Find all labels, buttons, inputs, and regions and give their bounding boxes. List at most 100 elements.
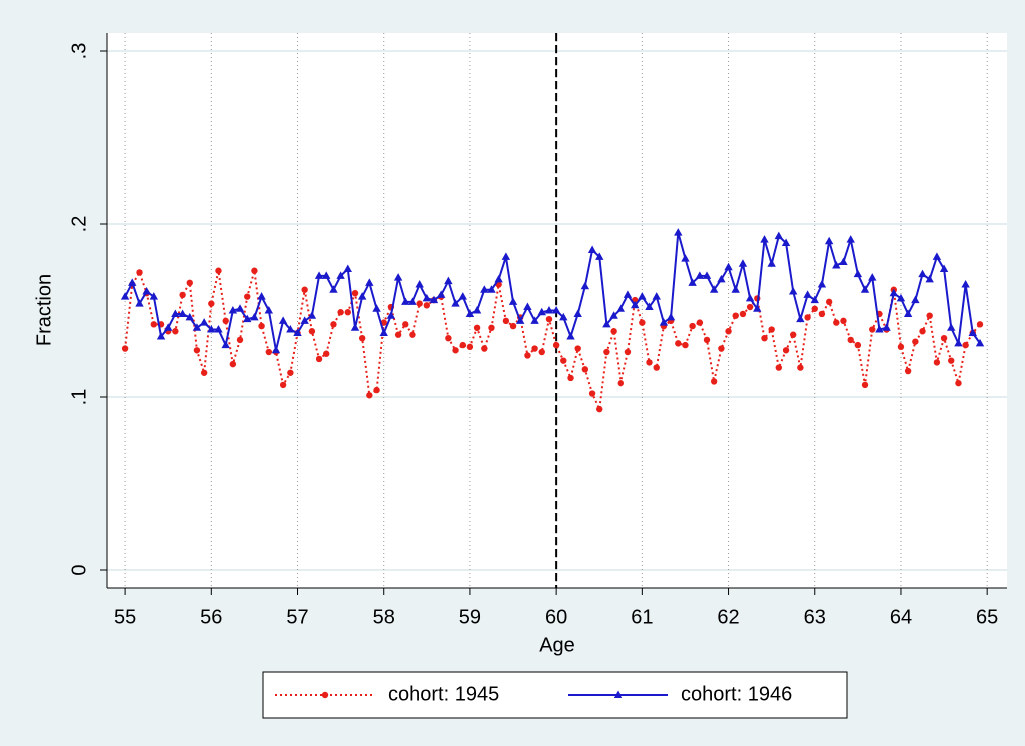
data-point: [903, 309, 913, 317]
data-point: [703, 336, 711, 344]
data-point: [445, 334, 452, 342]
data-point: [171, 309, 180, 317]
data-point: [480, 285, 489, 293]
x-tick-label: 64: [890, 606, 912, 628]
data-point: [753, 304, 762, 312]
data-point: [222, 317, 229, 325]
data-point: [882, 323, 891, 331]
data-point: [481, 345, 488, 352]
data-point: [538, 348, 545, 356]
data-point: [523, 302, 532, 311]
data-point: [588, 390, 596, 397]
data-point: [250, 312, 259, 321]
x-tick-label: 63: [804, 606, 826, 628]
data-point: [689, 322, 696, 330]
data-point: [573, 309, 582, 317]
data-point: [587, 245, 597, 253]
data-point: [868, 273, 877, 281]
data-point: [659, 318, 669, 326]
data-point: [135, 299, 144, 307]
data-point: [702, 271, 712, 279]
data-point: [745, 293, 755, 302]
x-axis-title: Age: [539, 634, 575, 656]
data-point: [739, 310, 747, 318]
data-point: [948, 357, 955, 364]
data-point: [185, 312, 194, 321]
legend-label: cohort: 1946: [681, 683, 792, 705]
data-point: [451, 299, 460, 307]
y-tick-label: .3: [68, 43, 90, 60]
data-point: [609, 311, 618, 319]
data-point: [803, 290, 812, 298]
data-point: [681, 254, 690, 262]
data-point: [817, 280, 827, 288]
data-point: [824, 236, 834, 245]
data-point: [939, 264, 949, 272]
data-point: [574, 345, 581, 352]
data-point: [560, 357, 567, 364]
data-point: [351, 289, 359, 297]
data-point: [200, 369, 208, 376]
data-point: [228, 306, 238, 314]
data-point: [797, 364, 804, 371]
data-point: [804, 314, 811, 321]
data-point: [709, 285, 719, 293]
data-point: [602, 319, 611, 328]
data-point: [257, 292, 266, 300]
data-point: [760, 235, 769, 243]
data-point: [473, 324, 481, 332]
data-point: [472, 306, 482, 314]
data-point: [409, 331, 416, 338]
data-point: [358, 334, 366, 342]
data-point: [329, 285, 338, 293]
data-point: [897, 343, 905, 351]
y-tick-label: .2: [68, 216, 90, 233]
data-point: [279, 381, 287, 389]
data-point: [508, 297, 518, 305]
data-point: [818, 310, 826, 318]
data-point: [350, 323, 360, 331]
data-point: [488, 324, 495, 332]
data-point: [904, 367, 912, 375]
data-point: [610, 328, 617, 335]
data-point: [796, 314, 805, 323]
data-point: [344, 309, 351, 316]
data-point: [725, 328, 732, 335]
data-point: [790, 331, 797, 338]
data-point: [781, 238, 791, 247]
data-point: [186, 279, 193, 287]
data-point: [164, 323, 173, 331]
y-tick-label: 0: [68, 564, 90, 575]
x-tick-label: 55: [114, 606, 136, 628]
data-point: [179, 291, 186, 299]
data-point: [552, 341, 560, 349]
data-point: [746, 303, 754, 311]
data-point: [674, 228, 683, 236]
data-point: [738, 259, 748, 267]
data-point: [314, 271, 324, 279]
data-point: [379, 328, 388, 336]
data-point: [688, 278, 697, 286]
data-point: [265, 348, 273, 356]
data-point: [581, 366, 589, 373]
data-point: [515, 316, 525, 324]
data-point: [775, 364, 783, 371]
data-point: [645, 302, 654, 311]
x-tick-label: 62: [717, 606, 739, 628]
data-point: [811, 305, 818, 312]
data-point: [244, 293, 251, 300]
data-point: [193, 347, 201, 354]
data-point: [372, 304, 381, 312]
data-point: [393, 273, 403, 281]
data-point: [551, 306, 561, 314]
data-point: [840, 317, 847, 325]
data-point: [264, 306, 274, 314]
data-point: [357, 292, 367, 300]
data-point: [731, 285, 740, 293]
data-point: [932, 252, 942, 260]
data-point: [258, 322, 265, 330]
data-point: [373, 386, 380, 394]
x-tick-label: 60: [545, 606, 567, 628]
data-point: [825, 298, 833, 306]
data-point: [595, 252, 604, 260]
